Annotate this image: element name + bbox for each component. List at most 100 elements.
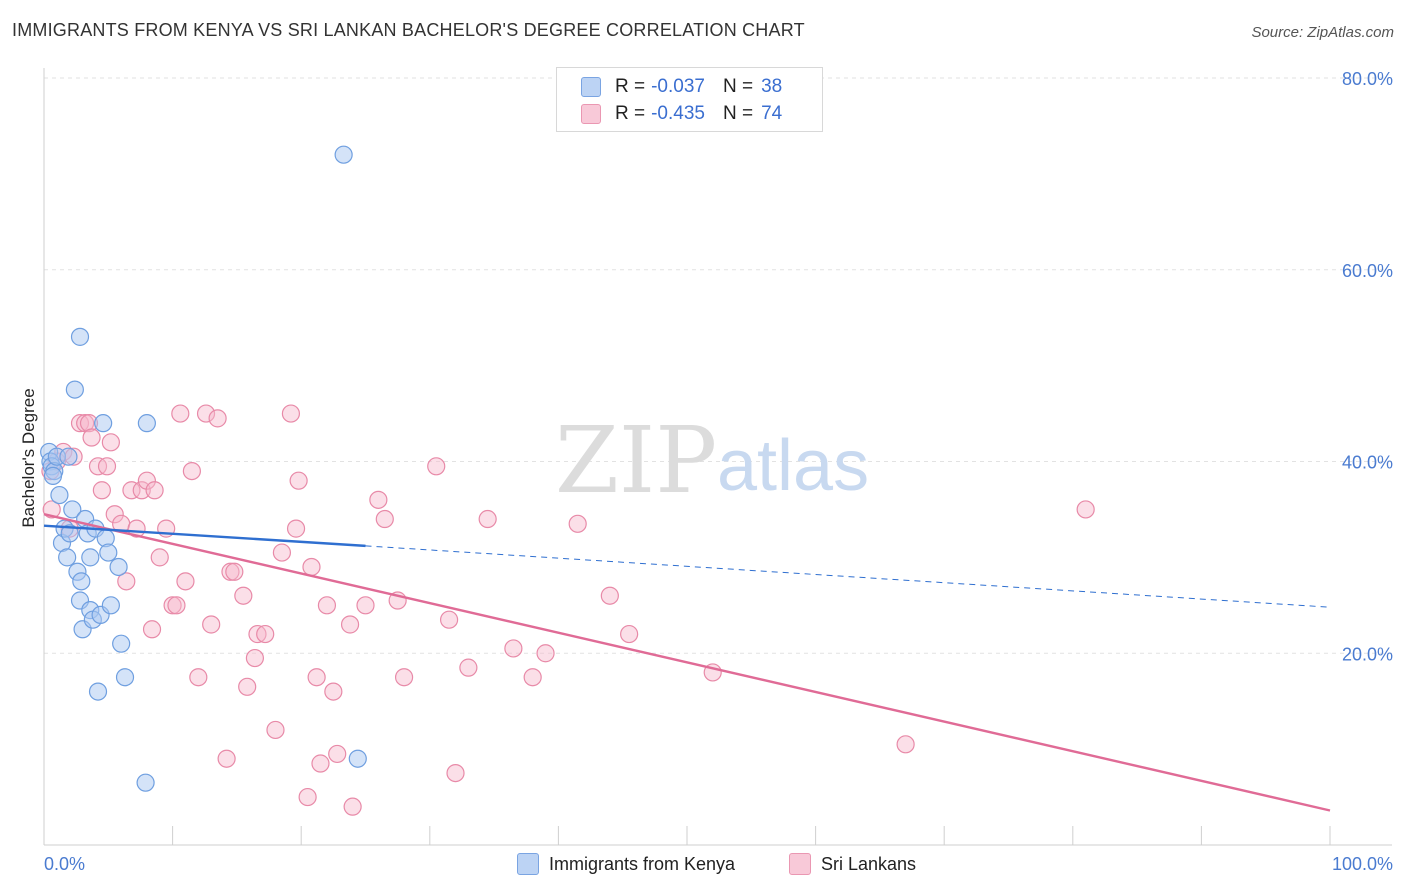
sri-lanka-point: [286, 519, 306, 538]
n-value: 74: [761, 103, 783, 124]
sri-lanka-point: [302, 557, 321, 577]
sri-lanka-point: [307, 668, 326, 687]
sri-lanka-point: [356, 596, 375, 615]
sri-lanka-point: [427, 457, 446, 476]
sri-lanka-point: [171, 404, 190, 423]
sri-lanka-trend-line: [43, 513, 1331, 812]
srilanka-legend-label: Sri Lankans: [821, 853, 917, 874]
kenya-point: [59, 447, 78, 466]
sri-lanka-point: [523, 668, 542, 687]
sri-lanka-point: [311, 754, 330, 773]
grid-lines: [44, 77, 1392, 654]
kenya-point: [99, 543, 118, 562]
sri-lanka-point: [208, 409, 227, 428]
y-tick-label: 40.0%: [1342, 453, 1393, 473]
sri-lanka-point: [439, 610, 459, 629]
legend-row-kenya: R = -0.037 N = 38: [581, 75, 782, 99]
trend-lines: [43, 513, 1331, 812]
sri-lanka-point: [1076, 500, 1095, 519]
kenya-point: [60, 524, 79, 543]
sri-lanka-point: [145, 481, 164, 500]
srilanka-legend-swatch: [789, 853, 811, 875]
kenya-point: [50, 485, 69, 505]
sri-lanka-point: [375, 509, 394, 529]
sri-lanka-point: [600, 586, 619, 605]
y-tick-label: 80.0%: [1342, 69, 1393, 89]
x-tick-label: 100.0%: [1332, 854, 1393, 874]
legend-item-kenya[interactable]: Immigrants from Kenya: [517, 852, 735, 876]
sri-lanka-point: [202, 615, 221, 634]
sri-lanka-point: [620, 624, 639, 644]
n-value: 38: [761, 76, 783, 97]
sri-lanka-point: [189, 668, 208, 687]
legend-item-srilanka[interactable]: Sri Lankans: [789, 852, 916, 876]
sri-lanka-point: [42, 500, 61, 519]
r-value: -0.037: [651, 76, 705, 97]
r-label: R =: [615, 103, 646, 124]
sri-lanka-point: [182, 461, 201, 481]
sri-lanka-point: [142, 620, 162, 639]
x-tick-labels: 0.0% 100.0%: [44, 854, 1393, 874]
kenya-point: [63, 500, 82, 519]
source-label: Source: ZipAtlas.com: [1251, 24, 1394, 41]
srilanka-swatch: [581, 104, 601, 124]
sri-lanka-point: [163, 596, 182, 615]
sri-lanka-point: [82, 428, 101, 447]
sri-lanka-point: [105, 505, 124, 524]
kenya-point: [112, 634, 131, 653]
sri-lanka-point: [101, 433, 120, 452]
kenya-point: [58, 548, 77, 567]
n-label: N =: [722, 103, 754, 124]
kenya-point: [70, 327, 90, 346]
kenya-swatch: [581, 77, 601, 97]
kenya-point: [348, 749, 367, 768]
sri-lanka-point: [132, 481, 151, 500]
watermark-atlas: atlas: [717, 426, 869, 506]
sri-lanka-point: [298, 787, 317, 807]
r-label: R =: [615, 76, 646, 97]
sri-lanka-point: [137, 471, 156, 490]
sri-lanka-point: [459, 658, 478, 677]
sri-lanka-point: [245, 648, 265, 668]
sri-lanka-point: [446, 763, 465, 783]
correlation-legend: R = -0.037 N = 38 R = -0.435 N = 74: [556, 67, 823, 132]
kenya-point: [101, 596, 120, 615]
sri-lanka-point: [225, 562, 244, 581]
sri-lanka-point: [328, 744, 347, 764]
sri-lanka-point: [217, 749, 236, 768]
sri-lanka-point: [343, 797, 362, 816]
kenya-legend-swatch: [517, 853, 539, 875]
kenya-point: [43, 466, 63, 485]
sri-lanka-point: [281, 404, 301, 423]
sri-lanka-point: [248, 624, 267, 644]
kenya-point: [136, 773, 155, 792]
y-tick-labels: 20.0% 40.0% 60.0% 80.0%: [1342, 69, 1393, 664]
kenya-point: [109, 557, 128, 577]
n-label: N =: [722, 76, 754, 97]
sri-lanka-point: [317, 596, 337, 615]
kenya-point: [115, 668, 135, 687]
sri-lanka-point: [340, 615, 360, 634]
sri-lanka-point: [221, 562, 240, 581]
chart-title: IMMIGRANTS FROM KENYA VS SRI LANKAN BACH…: [12, 20, 805, 40]
watermark-zip: ZIP: [555, 407, 717, 514]
sri-lanka-point: [504, 639, 523, 658]
kenya-point: [81, 548, 100, 567]
kenya-point: [88, 682, 108, 701]
kenya-point: [94, 414, 113, 433]
kenya-point: [334, 145, 353, 164]
sri-lanka-point: [324, 682, 343, 701]
sri-lanka-point: [97, 457, 117, 476]
sri-lanka-point: [568, 514, 587, 533]
sri-lanka-point: [896, 735, 915, 754]
x-tick-label: 0.0%: [44, 854, 85, 874]
sri-lanka-point: [256, 624, 275, 644]
y-tick-label: 20.0%: [1342, 644, 1393, 664]
sri-lanka-point: [394, 668, 414, 687]
sri-lanka-point: [196, 404, 216, 423]
kenya-legend-label: Immigrants from Kenya: [549, 853, 736, 874]
sri-lanka-point: [369, 490, 388, 509]
sri-lanka-point: [92, 481, 111, 500]
y-axis-title: Bachelor's Degree: [19, 388, 38, 527]
